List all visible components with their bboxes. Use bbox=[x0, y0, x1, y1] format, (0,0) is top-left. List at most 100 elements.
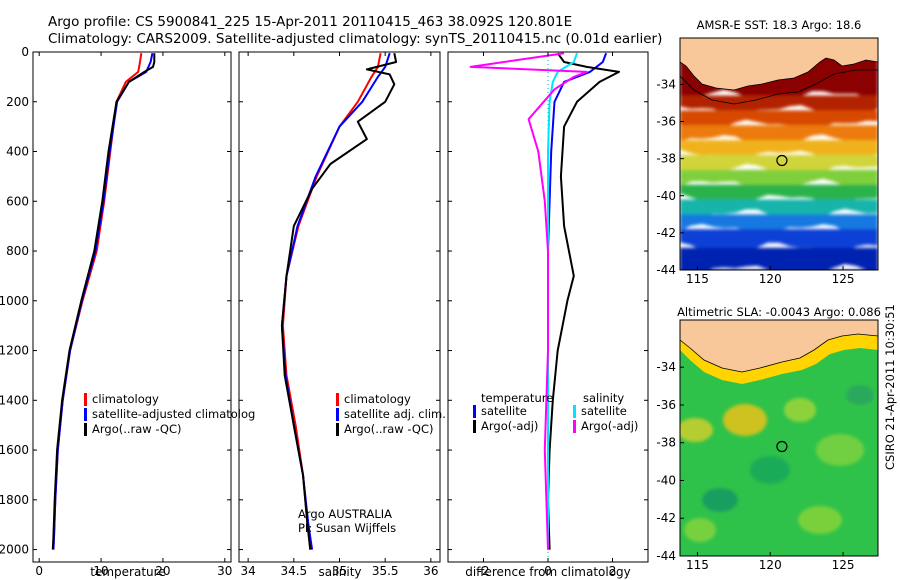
y-tick-label: 1000 bbox=[0, 294, 29, 308]
x-tick-label: 30 bbox=[217, 564, 232, 578]
y-tick-label: 800 bbox=[6, 244, 29, 258]
argo-program-label: Argo AUSTRALIA bbox=[298, 507, 392, 521]
map-y-tick-label: -42 bbox=[656, 226, 676, 240]
pi-label: PI: Susan Wijffels bbox=[298, 521, 396, 535]
sla-eddy bbox=[798, 506, 842, 534]
x-tick-label: 20 bbox=[155, 564, 170, 578]
x-tick-label: 0 bbox=[544, 564, 552, 578]
y-tick-label: 1800 bbox=[0, 493, 29, 507]
legend-swatch-satellite-adjusted bbox=[84, 408, 87, 421]
sla-eddy bbox=[784, 398, 816, 422]
y-tick-label: 600 bbox=[6, 194, 29, 208]
sla-eddy bbox=[723, 404, 767, 436]
salinity-panel: 34 34.5 35 35.5 36 salinity climatology sate… bbox=[238, 51, 446, 579]
difference-legend: temperature satellite Argo(-adj) salinit… bbox=[473, 391, 638, 433]
map-y-tick-label: -36 bbox=[656, 115, 676, 129]
sla-map-ticks: 115 120 125 -34 -36 -38 -40 -42 -44 bbox=[656, 360, 854, 572]
y-tick-label: 0 bbox=[21, 45, 29, 59]
sla-eddy bbox=[750, 456, 790, 484]
salinity-series-group bbox=[280, 52, 398, 550]
sst-band bbox=[680, 169, 878, 191]
temperature-legend: climatology satellite-adjusted climatolo… bbox=[84, 392, 255, 436]
sla-eddy bbox=[684, 518, 716, 542]
argo-float-marker bbox=[776, 440, 788, 453]
sla-eddy bbox=[846, 385, 874, 405]
sst-map-title: AMSR-E SST: 18.3 Argo: 18.6 bbox=[697, 18, 862, 32]
legend-swatch-sal-argo bbox=[573, 420, 576, 433]
sla-eddy-field bbox=[680, 385, 874, 542]
sst-map-panel: AMSR-E SST: 18.3 Argo: 18.6 115 120 125 -34… bbox=[656, 18, 879, 286]
sla-eddy bbox=[816, 434, 864, 466]
legend-swatch-sal-satellite bbox=[573, 405, 576, 418]
legend-swatch-climatology bbox=[84, 393, 87, 406]
temperature-ticks: 0 10 20 30 0 200 400 600 800 1000 1200 1400 1600 1800… bbox=[0, 45, 232, 578]
map-x-tick-label: 125 bbox=[832, 558, 855, 572]
legend-label-sal-argo: Argo(-adj) bbox=[581, 419, 638, 433]
legend-swatch-temp-argo bbox=[473, 420, 476, 433]
x-tick-label: 0 bbox=[35, 564, 43, 578]
x-tick-label: 35 bbox=[332, 564, 347, 578]
map-y-tick-label: -42 bbox=[656, 511, 676, 525]
series-line-satellite-adj-clim- bbox=[280, 52, 391, 550]
legend-title-temperature: temperature bbox=[481, 391, 553, 405]
sst-isobath-contour bbox=[680, 69, 878, 105]
legend-label-temp-satellite: satellite bbox=[481, 404, 527, 418]
legend-label-satellite-adj: satellite adj. clim. bbox=[344, 407, 446, 421]
difference-xlabel: difference from climatology bbox=[465, 565, 631, 579]
argo-float-marker bbox=[776, 154, 788, 167]
sst-band bbox=[680, 125, 878, 146]
map-y-tick-label: -44 bbox=[656, 263, 676, 277]
legend-swatch-climatology bbox=[336, 393, 339, 406]
salinity-xlabel: salinity bbox=[318, 565, 361, 579]
x-tick-label: 34 bbox=[240, 564, 255, 578]
map-y-tick-label: -38 bbox=[656, 152, 676, 166]
legend-label-sal-satellite: satellite bbox=[581, 404, 627, 418]
legend-swatch-satellite-adj bbox=[336, 408, 339, 421]
series-line-temperature-satellite bbox=[547, 52, 608, 550]
australia-landmass bbox=[680, 320, 878, 373]
y-tick-label: 1400 bbox=[0, 393, 29, 407]
sst-band bbox=[680, 214, 878, 235]
map-y-tick-label: -44 bbox=[656, 549, 676, 563]
legend-swatch-argo bbox=[84, 423, 87, 436]
series-line-climatology bbox=[52, 53, 143, 550]
y-tick-label: 200 bbox=[6, 95, 29, 109]
sst-band bbox=[680, 199, 878, 221]
x-tick-label: 36 bbox=[423, 564, 438, 578]
salinity-legend: climatology satellite adj. clim. Argo(..… bbox=[336, 392, 446, 436]
map-x-tick-label: 115 bbox=[686, 558, 709, 572]
y-tick-label: 2000 bbox=[0, 543, 29, 557]
sla-map-panel: Altimetric SLA: -0.0043 Argo: 0.086 115 1… bbox=[656, 305, 881, 572]
legend-label-climatology: climatology bbox=[92, 392, 159, 406]
y-tick-label: 400 bbox=[6, 145, 29, 159]
y-tick-label: 1600 bbox=[0, 443, 29, 457]
legend-label-temp-argo: Argo(-adj) bbox=[481, 419, 538, 433]
map-x-tick-label: 120 bbox=[759, 558, 782, 572]
x-tick-label: 35.5 bbox=[372, 564, 399, 578]
x-tick-label: 34.5 bbox=[280, 564, 307, 578]
legend-swatch-temp-satellite bbox=[473, 405, 476, 418]
map-y-tick-label: -34 bbox=[656, 360, 676, 374]
difference-ticks: -2 0 2 bbox=[448, 51, 648, 578]
x-tick-label: 2 bbox=[609, 564, 617, 578]
sst-band bbox=[680, 110, 878, 131]
series-line-salinity-argo-adj- bbox=[469, 52, 588, 550]
sst-band bbox=[680, 247, 878, 270]
series-line-argo bbox=[280, 52, 398, 550]
header-line1: Argo profile: CS 5900841_225 15-Apr-2011… bbox=[48, 14, 572, 30]
temperature-xlabel: temperature bbox=[90, 565, 165, 579]
sst-band bbox=[680, 229, 878, 254]
sla-map-frame bbox=[679, 319, 879, 557]
temperature-axes-frame bbox=[32, 51, 232, 563]
map-y-tick-label: -40 bbox=[656, 189, 676, 203]
difference-series-group bbox=[469, 52, 620, 562]
map-y-tick-label: -34 bbox=[656, 77, 676, 91]
temperature-panel: 0 10 20 30 0 200 400 600 800 1000 1200 1400 1600 1800… bbox=[0, 45, 255, 579]
salinity-ticks: 34 34.5 35 35.5 36 bbox=[239, 51, 440, 578]
sst-map-field bbox=[680, 38, 878, 270]
y-tick-label: 1200 bbox=[0, 344, 29, 358]
map-y-tick-label: -36 bbox=[656, 398, 676, 412]
sla-eddy bbox=[702, 488, 738, 512]
series-line-argo bbox=[51, 53, 156, 550]
series-line-satellite-adjusted-climatology bbox=[52, 52, 154, 550]
